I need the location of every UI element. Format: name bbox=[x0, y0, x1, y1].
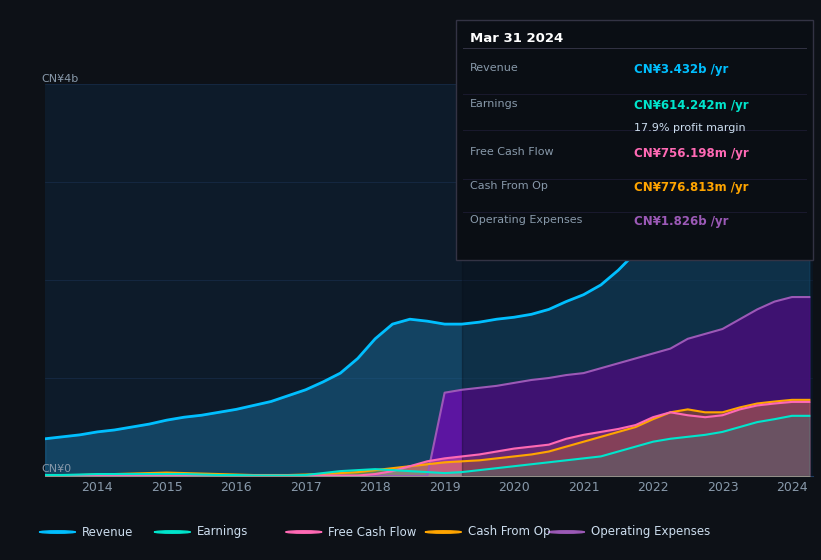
Text: Cash From Op: Cash From Op bbox=[470, 181, 548, 191]
Text: Operating Expenses: Operating Expenses bbox=[591, 525, 710, 539]
Text: Earnings: Earnings bbox=[470, 99, 518, 109]
Text: Free Cash Flow: Free Cash Flow bbox=[470, 147, 553, 157]
Text: CN¥614.242m /yr: CN¥614.242m /yr bbox=[635, 99, 749, 112]
Text: Mar 31 2024: Mar 31 2024 bbox=[470, 31, 563, 45]
Text: Cash From Op: Cash From Op bbox=[468, 525, 550, 539]
Text: Earnings: Earnings bbox=[197, 525, 249, 539]
Text: Free Cash Flow: Free Cash Flow bbox=[328, 525, 417, 539]
Bar bbox=[462, 84, 813, 476]
Text: CN¥756.198m /yr: CN¥756.198m /yr bbox=[635, 147, 749, 160]
Text: CN¥776.813m /yr: CN¥776.813m /yr bbox=[635, 181, 749, 194]
Text: 17.9% profit margin: 17.9% profit margin bbox=[635, 123, 745, 133]
Text: CN¥4b: CN¥4b bbox=[42, 74, 79, 84]
Circle shape bbox=[39, 531, 76, 533]
FancyBboxPatch shape bbox=[456, 20, 813, 260]
Text: CN¥1.826b /yr: CN¥1.826b /yr bbox=[635, 214, 729, 228]
Circle shape bbox=[154, 531, 190, 533]
Text: Revenue: Revenue bbox=[470, 63, 519, 73]
Text: CN¥0: CN¥0 bbox=[42, 464, 71, 474]
Circle shape bbox=[425, 531, 461, 533]
Circle shape bbox=[548, 531, 585, 533]
Circle shape bbox=[286, 531, 322, 533]
Text: CN¥3.432b /yr: CN¥3.432b /yr bbox=[635, 63, 728, 76]
Text: Operating Expenses: Operating Expenses bbox=[470, 214, 582, 225]
Text: Revenue: Revenue bbox=[82, 525, 134, 539]
